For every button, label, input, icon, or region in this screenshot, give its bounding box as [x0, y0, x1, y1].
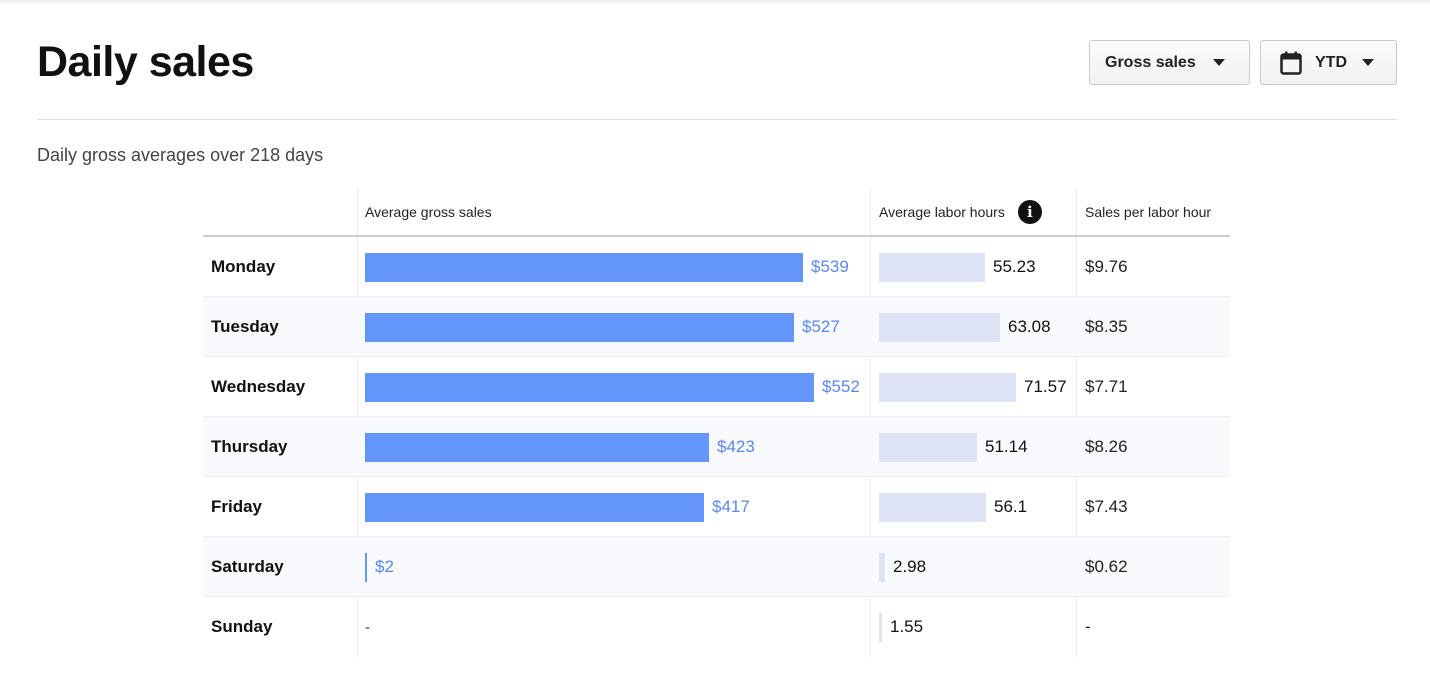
header-sales-per-labor-hour: Sales per labor hour: [1085, 203, 1212, 220]
sales-bar: [365, 432, 709, 462]
sales-cell: $539: [365, 237, 865, 297]
sales-per-labor-hour-value: $7.43: [1085, 497, 1128, 516]
table-header: Average gross sales Average labor hours …: [203, 188, 1230, 237]
table-row: Saturday $2 2.98 $0.62: [203, 537, 1230, 597]
table-row: Sunday - 1.55 -: [203, 597, 1230, 657]
date-range-label: YTD: [1315, 53, 1347, 71]
labor-bar: [879, 432, 977, 462]
metric-dropdown[interactable]: Gross sales: [1089, 40, 1250, 85]
sales-value-empty: -: [365, 618, 370, 636]
sales-value: $552: [822, 377, 860, 396]
labor-cell: 2.98: [879, 537, 1079, 597]
sales-cell: -: [365, 597, 865, 657]
info-icon[interactable]: i: [1017, 199, 1042, 224]
calendar-icon: [1280, 51, 1302, 75]
metric-dropdown-label: Gross sales: [1105, 53, 1196, 71]
labor-bar: [879, 612, 882, 642]
labor-bar: [879, 252, 985, 282]
labor-value: 71.57: [1024, 377, 1067, 396]
labor-cell: 1.55: [879, 597, 1079, 657]
table-body: Monday $539 55.23 $9.76 Tuesday $527 63.08 $8.3…: [203, 237, 1230, 657]
sales-per-labor-hour-value: $8.26: [1085, 437, 1128, 456]
labor-cell: 63.08: [879, 297, 1079, 357]
sales-bar: [365, 492, 704, 522]
sales-value: $527: [802, 317, 840, 336]
sales-bar: [365, 552, 367, 582]
labor-cell: 56.1: [879, 477, 1079, 537]
labor-bar: [879, 312, 1000, 342]
sales-value: $417: [712, 497, 750, 516]
labor-value: 51.14: [985, 437, 1028, 456]
sales-per-labor-hour-value: $0.62: [1085, 557, 1128, 576]
sales-value: $2: [375, 557, 394, 576]
header-average-gross-sales: Average gross sales: [365, 203, 492, 220]
caret-down-icon: [1362, 59, 1374, 66]
sales-value: $423: [717, 437, 755, 456]
header-average-labor-hours-label: Average labor hours: [879, 203, 1005, 220]
row-day-label: Friday: [211, 497, 263, 516]
caret-down-icon: [1213, 59, 1225, 66]
labor-value: 2.98: [893, 557, 927, 576]
sales-per-labor-hour-value: $9.76: [1085, 257, 1128, 276]
page-subtitle: Daily gross averages over 218 days: [37, 145, 324, 165]
labor-cell: 55.23: [879, 237, 1079, 297]
row-day-label: Sunday: [211, 617, 273, 636]
labor-value: 63.08: [1008, 317, 1051, 336]
row-day-label: Monday: [211, 257, 276, 276]
labor-value: 56.1: [994, 497, 1028, 516]
table-row: Wednesday $552 71.57 $7.71: [203, 357, 1230, 417]
sales-bar: [365, 312, 794, 342]
header-average-labor-hours: Average labor hours i: [879, 188, 1042, 235]
sales-cell: $423: [365, 417, 865, 477]
labor-value: 1.55: [890, 617, 924, 636]
top-shadow: [0, 0, 1430, 6]
labor-value: 55.23: [993, 257, 1036, 276]
date-range-dropdown[interactable]: YTD: [1260, 40, 1397, 85]
sales-per-labor-hour-value: $8.35: [1085, 317, 1128, 336]
header-divider: [37, 119, 1397, 120]
labor-cell: 51.14: [879, 417, 1079, 477]
labor-bar: [879, 492, 986, 522]
sales-cell: $527: [365, 297, 865, 357]
row-day-label: Wednesday: [211, 377, 306, 396]
sales-cell: $2: [365, 537, 865, 597]
sales-per-labor-hour-value: $7.71: [1085, 377, 1128, 396]
sales-value: $539: [811, 257, 849, 276]
row-day-label: Saturday: [211, 557, 284, 576]
table-row: Friday $417 56.1 $7.43: [203, 477, 1230, 537]
table-row: Tuesday $527 63.08 $8.35: [203, 297, 1230, 357]
sales-bar: [365, 372, 814, 402]
sales-bar: [365, 252, 803, 282]
row-day-label: Thursday: [211, 437, 288, 456]
table-row: Thursday $423 51.14 $8.26: [203, 417, 1230, 477]
sales-per-labor-hour-value: -: [1085, 617, 1091, 636]
table-row: Monday $539 55.23 $9.76: [203, 237, 1230, 297]
sales-cell: $417: [365, 477, 865, 537]
labor-cell: 71.57: [879, 357, 1079, 417]
labor-bar: [879, 552, 885, 582]
row-day-label: Tuesday: [211, 317, 279, 336]
sales-cell: $552: [365, 357, 865, 417]
daily-sales-table: Average gross sales Average labor hours …: [203, 188, 1230, 657]
page-title: Daily sales: [37, 38, 254, 86]
labor-bar: [879, 372, 1016, 402]
